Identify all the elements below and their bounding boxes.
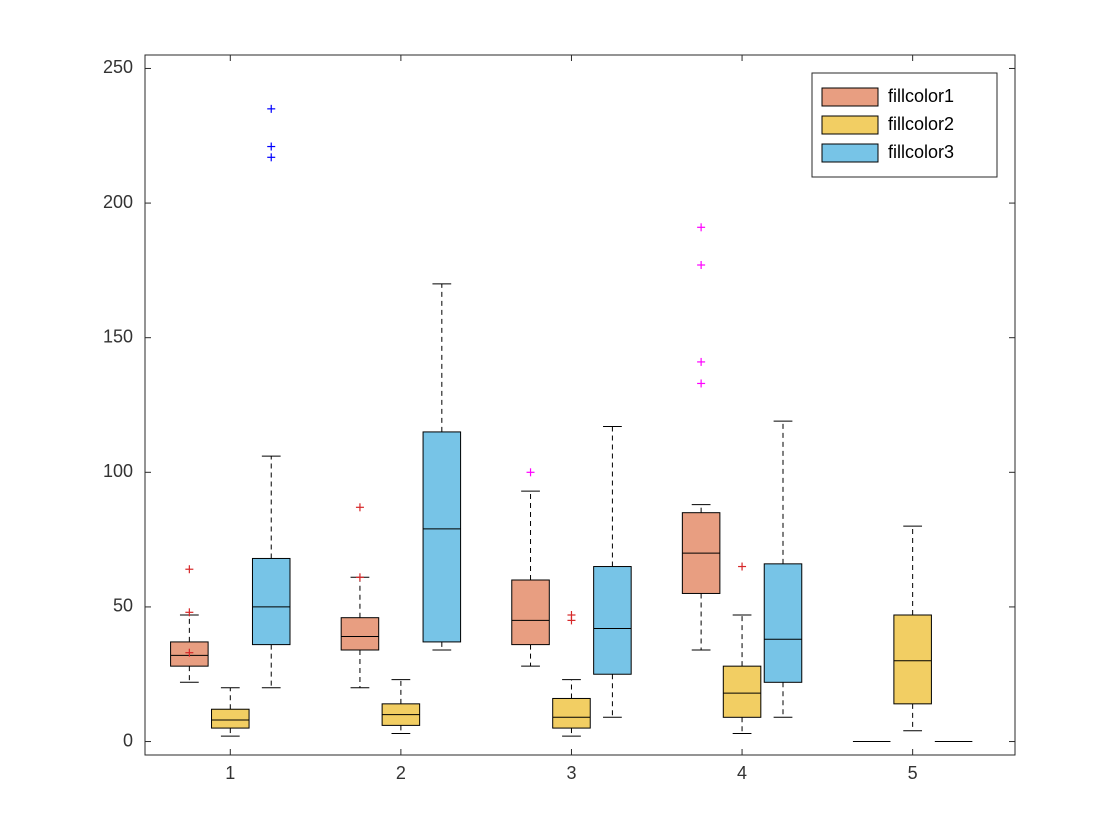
- y-tick-label: 200: [103, 192, 133, 212]
- x-tick-label: 4: [737, 763, 747, 783]
- legend-swatch: [822, 116, 878, 134]
- boxplot-box: [341, 618, 379, 650]
- boxplot-box: [252, 558, 290, 644]
- y-tick-label: 150: [103, 326, 133, 346]
- x-tick-label: 5: [908, 763, 918, 783]
- y-tick-label: 250: [103, 57, 133, 77]
- legend-swatch: [822, 144, 878, 162]
- boxplot-box: [894, 615, 932, 704]
- y-tick-label: 100: [103, 461, 133, 481]
- boxplot-box: [723, 666, 761, 717]
- legend-label: fillcolor1: [888, 86, 954, 106]
- y-tick-label: 50: [113, 596, 133, 616]
- boxplot-box: [594, 567, 632, 675]
- legend-swatch: [822, 88, 878, 106]
- boxplot-box: [212, 709, 250, 728]
- y-tick-label: 0: [123, 730, 133, 750]
- x-tick-label: 1: [225, 763, 235, 783]
- legend-label: fillcolor3: [888, 142, 954, 162]
- boxplot-box: [764, 564, 802, 682]
- boxplot-box: [512, 580, 550, 645]
- boxplot-chart: 0 50 100 150 200 250 1 2 3 4 5 fillcolor1 fillcolor2…: [0, 0, 1120, 840]
- legend: fillcolor1 fillcolor2 fillcolor3: [812, 73, 997, 177]
- x-tick-label: 2: [396, 763, 406, 783]
- boxplot-box: [553, 698, 591, 728]
- boxplot-box: [423, 432, 461, 642]
- legend-label: fillcolor2: [888, 114, 954, 134]
- x-tick-label: 3: [566, 763, 576, 783]
